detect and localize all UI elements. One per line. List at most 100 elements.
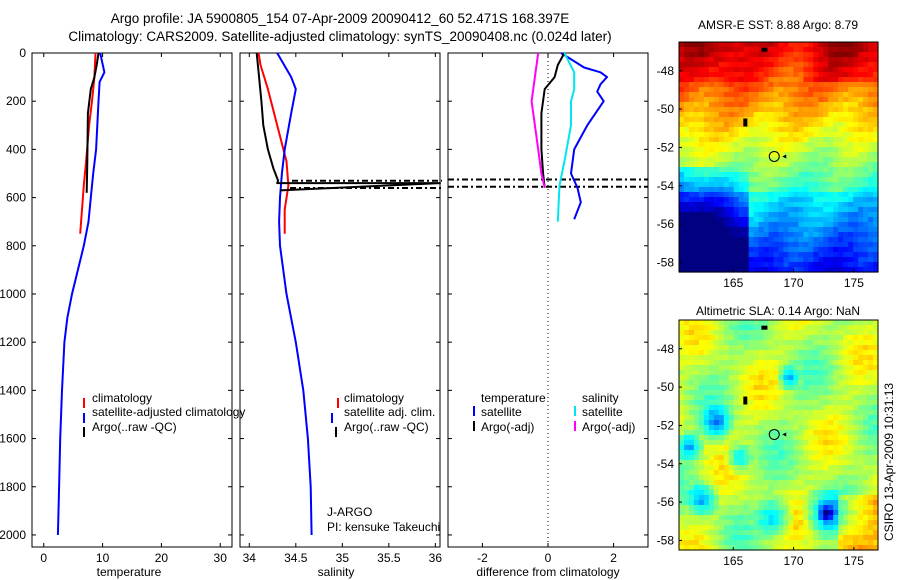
heatmap-cell (828, 410, 834, 416)
heatmap-cell (728, 107, 735, 113)
heatmap-cell (848, 167, 854, 173)
heatmap-cell (868, 187, 874, 193)
heatmap-cell (828, 107, 834, 113)
heatmap-cell (773, 520, 780, 526)
heatmap-cell (768, 395, 775, 401)
heatmap-cell (858, 455, 864, 461)
heatmap-cell (758, 345, 765, 351)
heatmap-cell (693, 480, 700, 486)
heatmap-cell (688, 227, 695, 233)
heatmap-cell (713, 67, 720, 73)
heatmap-cell (773, 82, 780, 88)
heatmap-cell (718, 405, 725, 411)
heatmap-cell (823, 395, 829, 401)
heatmap-cell (718, 197, 725, 203)
heatmap-cell (773, 262, 780, 268)
heatmap-cell (863, 207, 869, 213)
heatmap-cell (833, 450, 839, 456)
heatmap-cell (838, 267, 844, 273)
heatmap-cell (868, 500, 874, 506)
heatmap-cell (683, 320, 690, 326)
heatmap-cell (758, 375, 765, 381)
heatmap-cell (738, 182, 745, 188)
heatmap-cell (743, 475, 750, 481)
heatmap-cell (873, 87, 879, 93)
heatmap-cell (703, 415, 710, 421)
heatmap-cell (808, 182, 814, 188)
heatmap-cell (843, 515, 849, 521)
heatmap-cell (868, 430, 874, 436)
heatmap-cell (853, 137, 859, 143)
heatmap-cell (713, 117, 720, 123)
heatmap-cell (679, 197, 685, 203)
heatmap-cell (708, 370, 715, 376)
heatmap-cell (768, 525, 775, 531)
heatmap-cell (808, 345, 814, 351)
heatmap-cell (823, 117, 829, 123)
heatmap-cell (818, 52, 824, 58)
heatmap-cell (843, 257, 849, 263)
heatmap-cell (813, 535, 819, 541)
heatmap-cell (708, 172, 715, 178)
heatmap-cell (828, 77, 834, 83)
heatmap-cell (693, 42, 700, 48)
heatmap-cell (863, 460, 869, 466)
heatmap-cell (728, 192, 735, 198)
heatmap-cell (728, 47, 735, 53)
heatmap-cell (679, 530, 685, 536)
heatmap-cell (798, 420, 804, 426)
heatmap-cell (748, 207, 755, 213)
heatmap-cell (748, 425, 755, 431)
heatmap-cell (688, 320, 695, 326)
heatmap-cell (803, 535, 809, 541)
heatmap-cell (748, 102, 755, 108)
heatmap-cell (838, 162, 844, 168)
heatmap-cell (708, 335, 715, 341)
heatmap-cell (783, 345, 790, 351)
heatmap-cell (693, 152, 700, 158)
heatmap-cell (818, 252, 824, 258)
heatmap-cell (698, 137, 705, 143)
heatmap-cell (728, 425, 735, 431)
heatmap-cell (708, 242, 715, 248)
heatmap-cell (768, 455, 775, 461)
heatmap-cell (773, 340, 780, 346)
heatmap-cell (808, 355, 814, 361)
heatmap-cell (743, 330, 750, 336)
heatmap-cell (738, 102, 745, 108)
heatmap-cell (679, 122, 685, 128)
heatmap-cell (818, 405, 824, 411)
heatmap-cell (808, 410, 814, 416)
heatmap-cell (823, 340, 829, 346)
heatmap-cell (823, 450, 829, 456)
heatmap-cell (833, 415, 839, 421)
heatmap-cell (818, 325, 824, 331)
heatmap-cell (758, 430, 765, 436)
heatmap-cell (763, 237, 770, 243)
heatmap-cell (858, 440, 864, 446)
heatmap-cell (813, 107, 819, 113)
heatmap-cell (828, 465, 834, 471)
heatmap-cell (863, 390, 869, 396)
heatmap-cell (743, 252, 750, 258)
heatmap-cell (813, 142, 819, 148)
heatmap-cell (808, 217, 814, 223)
heatmap-cell (833, 375, 839, 381)
heatmap-cell (763, 57, 770, 63)
heatmap-cell (758, 72, 765, 78)
heatmap-cell (838, 57, 844, 63)
heatmap-cell (683, 420, 690, 426)
heatmap-cell (873, 345, 879, 351)
heatmap-cell (808, 480, 814, 486)
heatmap-cell (858, 325, 864, 331)
heatmap-cell (783, 405, 790, 411)
heatmap-cell (838, 222, 844, 228)
heatmap-cell (778, 420, 785, 426)
heatmap-cell (813, 445, 819, 451)
heatmap-cell (703, 197, 710, 203)
heatmap-cell (818, 460, 824, 466)
heatmap-cell (679, 450, 685, 456)
heatmap-cell (773, 127, 780, 133)
heatmap-cell (748, 147, 755, 153)
heatmap-cell (758, 77, 765, 83)
